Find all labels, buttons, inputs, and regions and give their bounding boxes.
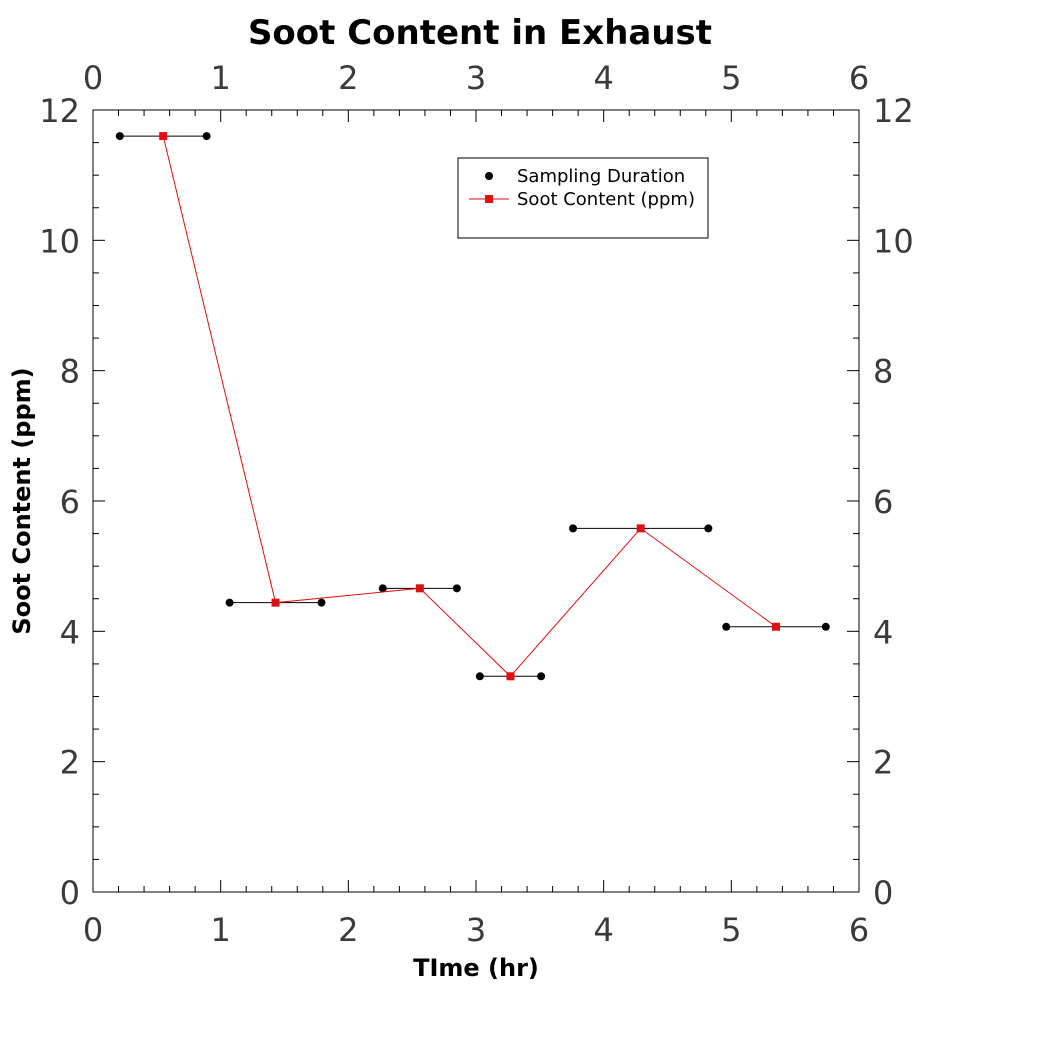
sampling-duration-end-point — [317, 598, 326, 607]
y-tick-label: 2 — [60, 744, 80, 782]
x-top-tick-label: 0 — [83, 59, 103, 97]
axis-ticks — [92, 109, 860, 893]
x-top-tick-label: 5 — [721, 59, 741, 97]
sampling-duration-end-point — [452, 584, 461, 593]
y-tick-label: 8 — [60, 353, 80, 391]
sampling-duration-start-point — [475, 672, 484, 681]
soot-content-series — [159, 132, 781, 681]
legend-label-soot-content: Soot Content (ppm) — [517, 189, 695, 210]
y-right-tick-label: 8 — [873, 353, 893, 391]
x-top-tick-label: 6 — [849, 59, 869, 97]
legend-label-sampling-duration: Sampling Duration — [517, 166, 685, 187]
x-top-tick-label: 2 — [338, 59, 358, 97]
sampling-duration-start-point — [115, 132, 124, 141]
y-tick-label: 6 — [60, 483, 80, 521]
sampling-duration-start-point — [722, 622, 731, 631]
x-tick-label: 3 — [466, 911, 486, 949]
soot-content-point — [415, 584, 424, 593]
soot-content-point — [772, 622, 781, 631]
y-tick-label: 0 — [60, 874, 80, 912]
y-tick-label: 12 — [39, 92, 80, 130]
y-right-tick-label: 0 — [873, 874, 893, 912]
y-right-tick-label: 10 — [873, 222, 914, 260]
y-right-tick-label: 2 — [873, 744, 893, 782]
soot-content-point — [159, 132, 168, 141]
y-tick-label: 4 — [60, 613, 80, 651]
chart-title: Soot Content in Exhaust — [248, 13, 712, 53]
x-top-tick-label: 4 — [593, 59, 613, 97]
legend-box — [457, 157, 709, 239]
x-top-tick-label: 3 — [466, 59, 486, 97]
sampling-duration-start-point — [569, 524, 578, 533]
x-tick-label: 5 — [721, 911, 741, 949]
y-axis-label: Soot Content (ppm) — [8, 367, 36, 634]
x-tick-label: 1 — [210, 911, 230, 949]
sampling-duration-end-point — [821, 622, 830, 631]
x-tick-label: 4 — [593, 911, 613, 949]
x-tick-label: 0 — [83, 911, 103, 949]
legend-marker-sampling-duration — [485, 172, 493, 180]
x-top-tick-label: 1 — [210, 59, 230, 97]
y-right-tick-label: 6 — [873, 483, 893, 521]
soot-content-point — [636, 524, 645, 533]
y-right-tick-label: 4 — [873, 613, 893, 651]
soot-content-point — [506, 672, 515, 681]
soot-content-point — [271, 598, 280, 607]
legend-marker-soot-content — [485, 195, 493, 203]
x-tick-label: 6 — [849, 911, 869, 949]
sampling-duration-end-point — [537, 672, 546, 681]
soot-content-line — [162, 135, 777, 678]
sampling-duration-end-point — [202, 132, 211, 141]
sampling-duration-start-point — [378, 584, 387, 593]
y-right-tick-label: 12 — [873, 92, 914, 130]
sampling-duration-start-point — [225, 598, 234, 607]
sampling-duration-end-point — [704, 524, 713, 533]
y-tick-label: 10 — [39, 222, 80, 260]
x-tick-label: 2 — [338, 911, 358, 949]
x-axis-label: TIme (hr) — [413, 954, 539, 982]
legend: Sampling Duration Soot Content (ppm) — [457, 157, 709, 239]
